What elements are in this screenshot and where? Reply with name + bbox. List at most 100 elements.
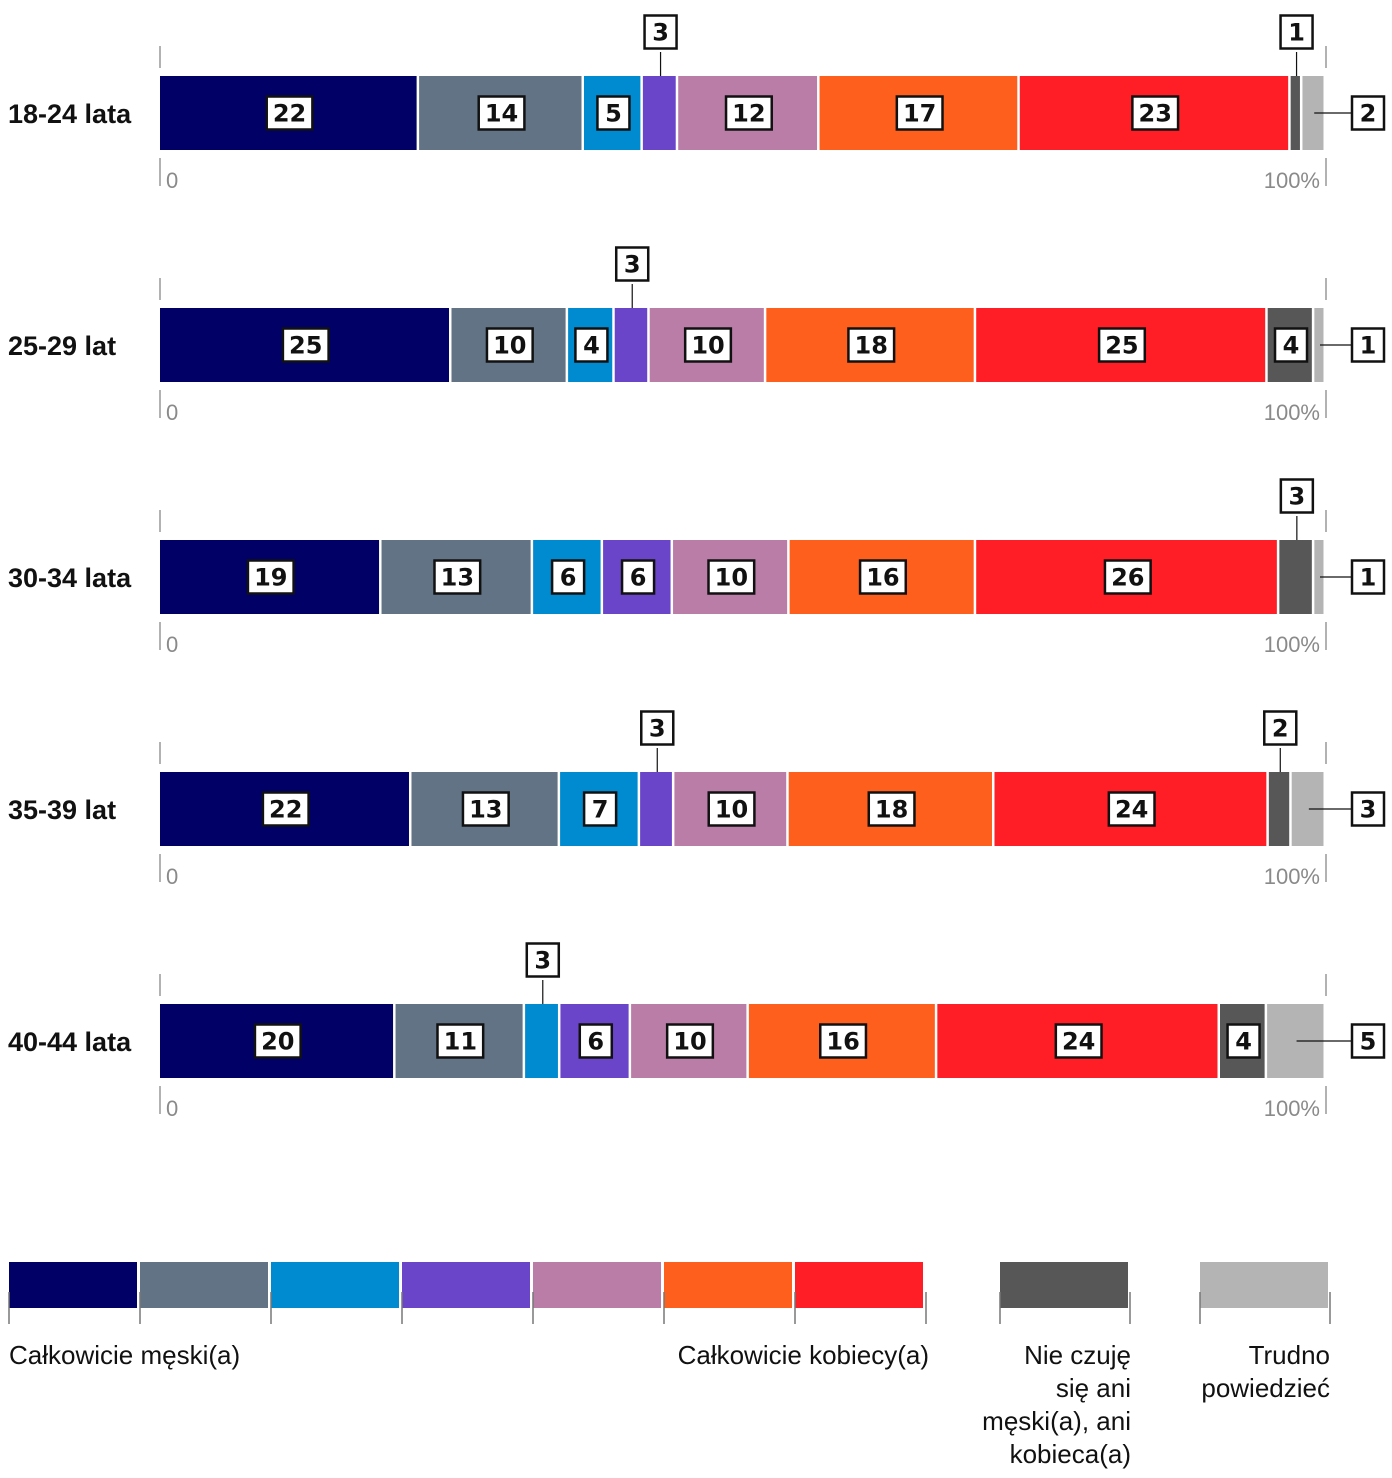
row-label: 18-24 lata — [8, 99, 132, 129]
legend-label: męski(a), ani — [982, 1406, 1131, 1436]
value-label: 10 — [715, 796, 748, 824]
value-label-box — [253, 1023, 302, 1059]
value-label-box — [1350, 327, 1386, 363]
legend-swatch — [402, 1262, 530, 1308]
value-label: 25 — [1105, 332, 1138, 360]
value-label-box — [1054, 1023, 1103, 1059]
bar-segment — [1279, 540, 1312, 614]
value-label-box — [1131, 95, 1180, 131]
value-label-box — [819, 1023, 868, 1059]
value-label-box — [582, 791, 618, 827]
value-label: 6 — [560, 564, 577, 592]
value-label: 24 — [1062, 1028, 1095, 1056]
value-label: 10 — [673, 1028, 706, 1056]
value-label: 1 — [1360, 564, 1377, 592]
value-label: 18 — [875, 796, 908, 824]
value-label-box — [1350, 95, 1386, 131]
value-label: 6 — [587, 1028, 604, 1056]
value-label: 3 — [534, 947, 551, 975]
value-label-box — [461, 791, 510, 827]
x-tick-label: 0 — [166, 1096, 178, 1121]
value-label: 1 — [1288, 19, 1305, 47]
value-label: 2 — [1272, 715, 1289, 743]
value-label: 7 — [592, 796, 609, 824]
legend-swatch — [533, 1262, 661, 1308]
legend-swatch — [271, 1262, 399, 1308]
value-label: 10 — [715, 564, 748, 592]
bar-segment — [1314, 308, 1324, 382]
legend-label: kobieca(a) — [1010, 1439, 1131, 1469]
legend-swatch — [664, 1262, 792, 1308]
value-label-box — [640, 710, 675, 746]
value-label-box — [665, 1023, 715, 1059]
value-label: 4 — [583, 332, 600, 360]
value-label-box — [1350, 791, 1386, 827]
value-label-box — [246, 559, 295, 595]
bar-row: 30-34 lata 0 100% 19 13 6 6 10 16 26 3 1 — [8, 478, 1386, 657]
value-label-box — [485, 327, 534, 363]
legend-label: Nie czuję — [1024, 1340, 1131, 1370]
value-label: 22 — [273, 100, 306, 128]
value-label-box — [1226, 1023, 1261, 1059]
value-label: 3 — [1360, 796, 1377, 824]
legend-swatch — [1000, 1262, 1128, 1308]
value-label: 6 — [630, 564, 647, 592]
value-label-box — [1107, 791, 1156, 827]
value-label: 3 — [649, 715, 666, 743]
value-label-box — [620, 559, 656, 595]
legend-swatch — [9, 1262, 137, 1308]
legend-label: Całkowicie kobiecy(a) — [678, 1340, 929, 1370]
value-label-box — [1350, 1023, 1386, 1059]
value-label: 3 — [1288, 483, 1305, 511]
value-label: 26 — [1111, 564, 1144, 592]
x-tick-label: 100% — [1264, 864, 1320, 889]
legend-label: się ani — [1056, 1373, 1131, 1403]
value-label-box — [1273, 327, 1309, 363]
value-label: 13 — [469, 796, 502, 824]
legend-swatch — [1200, 1262, 1328, 1308]
bar-segment — [525, 1004, 558, 1078]
value-label: 17 — [903, 100, 936, 128]
value-label: 23 — [1139, 100, 1172, 128]
value-label-box — [550, 559, 586, 595]
bar-row: 40-44 lata 0 100% 20 11 3 6 10 16 24 4 5 — [8, 942, 1386, 1121]
value-label-box — [265, 95, 314, 131]
value-label-box — [1103, 559, 1152, 595]
value-label-box — [707, 791, 756, 827]
bar-segment — [1268, 772, 1290, 846]
value-label: 20 — [261, 1028, 294, 1056]
value-label-box — [1279, 478, 1315, 514]
bar-segment — [642, 76, 676, 150]
bar-segment — [1314, 540, 1324, 614]
value-label: 16 — [826, 1028, 859, 1056]
value-label-box — [643, 14, 678, 50]
value-label-box — [574, 327, 609, 363]
value-label: 18 — [855, 332, 888, 360]
bar-segment — [640, 772, 672, 846]
value-label-box — [724, 95, 773, 131]
value-label: 3 — [624, 251, 641, 279]
bar-segment — [614, 308, 648, 382]
value-label-box — [433, 559, 482, 595]
value-label-box — [847, 327, 896, 363]
value-label: 19 — [254, 564, 287, 592]
bar-segment — [1302, 76, 1324, 150]
x-tick-label: 100% — [1264, 168, 1320, 193]
value-label: 1 — [1360, 332, 1377, 360]
row-label: 30-34 lata — [8, 563, 132, 593]
row-label: 40-44 lata — [8, 1027, 132, 1057]
value-label: 5 — [1360, 1028, 1377, 1056]
value-label-box — [858, 559, 908, 595]
bar-row: 35-39 lat 0 100% 22 13 7 3 10 18 24 2 3 — [8, 710, 1386, 889]
value-label: 25 — [289, 332, 322, 360]
legend-swatch — [795, 1262, 923, 1308]
x-tick-label: 0 — [166, 632, 178, 657]
bar-segment — [1290, 76, 1300, 150]
value-label: 10 — [691, 332, 724, 360]
value-label-box — [1279, 14, 1314, 50]
value-label: 2 — [1360, 100, 1377, 128]
value-label: 11 — [444, 1028, 477, 1056]
value-label-box — [707, 559, 756, 595]
value-label: 10 — [493, 332, 526, 360]
